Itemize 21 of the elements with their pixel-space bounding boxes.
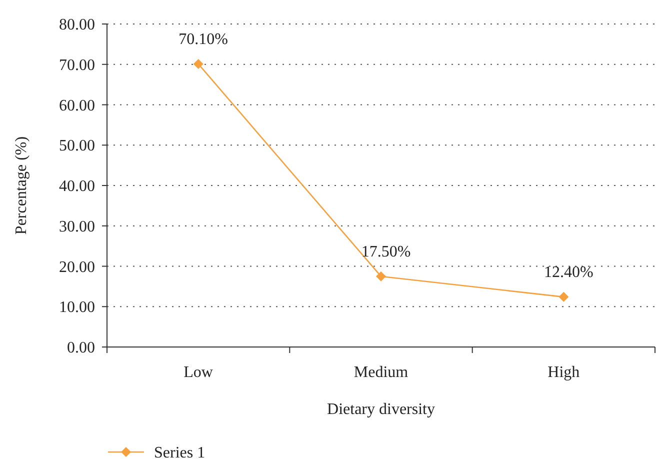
legend-label: Series 1 (154, 444, 206, 459)
x-tick-label: Low (184, 364, 214, 381)
y-tick-label: 0.00 (67, 340, 95, 357)
y-tick-label: 20.00 (59, 258, 95, 276)
x-axis-title: Dietary diversity (327, 401, 435, 418)
point (376, 271, 386, 282)
data-label: 17.50% (361, 243, 411, 260)
y-tick-label: 50.00 (59, 138, 95, 155)
y-tick-label: 70.00 (59, 56, 95, 74)
x-tick-label: High (548, 364, 580, 381)
y-tick-label: 10.00 (59, 299, 95, 316)
data-label: 12.40% (544, 264, 594, 281)
y-axis-title: Percentage (%) (13, 136, 30, 235)
point (558, 292, 569, 302)
data-label: 70.10% (178, 30, 228, 48)
point (193, 58, 204, 69)
y-tick-label: 80.00 (59, 16, 95, 34)
y-tick-label: 40.00 (59, 178, 95, 196)
y-tick-label: 60.00 (59, 97, 95, 114)
y-tick-label: 30.00 (59, 218, 95, 236)
x-tick-label: Medium (354, 364, 409, 381)
